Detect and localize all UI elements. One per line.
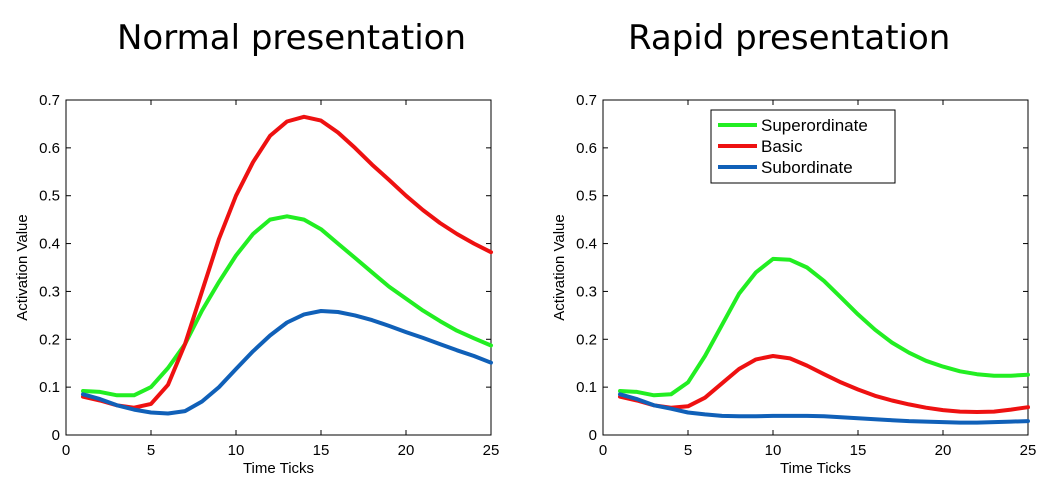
legend-label-subordinate: Subordinate bbox=[761, 158, 853, 177]
x-tick-label: 5 bbox=[684, 442, 692, 459]
x-tick-label: 5 bbox=[147, 442, 155, 459]
series-line-subordinate bbox=[81, 309, 493, 416]
x-tick-label: 10 bbox=[765, 442, 782, 459]
y-tick-label: 0.5 bbox=[39, 188, 60, 205]
x-tick-label: 0 bbox=[62, 442, 70, 459]
y-tick-label: 0.2 bbox=[576, 331, 597, 348]
y-tick-label: 0.5 bbox=[576, 188, 597, 205]
x-tick-label: 20 bbox=[935, 442, 952, 459]
y-tick-label: 0.2 bbox=[39, 331, 60, 348]
y-axis-label: Activation Value bbox=[14, 214, 31, 320]
y-tick-label: 0.3 bbox=[39, 283, 60, 300]
series-line-basic bbox=[618, 354, 1030, 414]
series-line-subordinate bbox=[618, 392, 1030, 425]
y-axis-label: Activation Value bbox=[551, 214, 568, 320]
plot-frame bbox=[602, 99, 1029, 436]
chart-title-rapid: Rapid presentation bbox=[628, 18, 951, 58]
y-tick-label: 0.1 bbox=[39, 379, 60, 396]
x-tick-label: 25 bbox=[483, 442, 500, 459]
y-tick-label: 0.1 bbox=[576, 379, 597, 396]
y-tick-label: 0.4 bbox=[39, 236, 60, 253]
x-axis-label: Time Ticks bbox=[780, 460, 851, 477]
x-tick-label: 0 bbox=[599, 442, 607, 459]
x-tick-label: 10 bbox=[228, 442, 245, 459]
legend-label-basic: Basic bbox=[761, 137, 803, 156]
x-tick-label: 15 bbox=[850, 442, 867, 459]
series-line-superordinate bbox=[81, 214, 493, 398]
x-tick-label: 15 bbox=[313, 442, 330, 459]
x-axis-label: Time Ticks bbox=[243, 460, 314, 477]
plot-frame bbox=[65, 99, 492, 436]
x-tick-label: 25 bbox=[1020, 442, 1037, 459]
chart-title-normal: Normal presentation bbox=[117, 18, 467, 58]
x-tick-label: 20 bbox=[398, 442, 415, 459]
series-line-basic bbox=[81, 114, 493, 410]
series-line-superordinate bbox=[618, 256, 1030, 398]
y-tick-label: 0.4 bbox=[576, 236, 597, 253]
y-tick-label: 0 bbox=[589, 427, 597, 444]
chart-rapid: 0 5 10 15 20 25 0 0.1 0.2 0.3 0.4 0.5 0.6 0.7 Time Tic… bbox=[551, 92, 1036, 477]
legend: Superordinate Basic Subordinate bbox=[710, 109, 896, 184]
y-tick-label: 0.7 bbox=[576, 92, 597, 109]
y-tick-label: 0.6 bbox=[576, 140, 597, 157]
y-tick-label: 0.3 bbox=[576, 283, 597, 300]
y-tick-label: 0.7 bbox=[39, 92, 60, 109]
y-tick-label: 0 bbox=[52, 427, 60, 444]
chart-normal: 0 5 10 15 20 25 0 0.1 0.2 0.3 0.4 0.5 0.6 0.7 Time Tic… bbox=[14, 92, 499, 477]
legend-label-superordinate: Superordinate bbox=[761, 116, 868, 135]
y-tick-label: 0.6 bbox=[39, 140, 60, 157]
